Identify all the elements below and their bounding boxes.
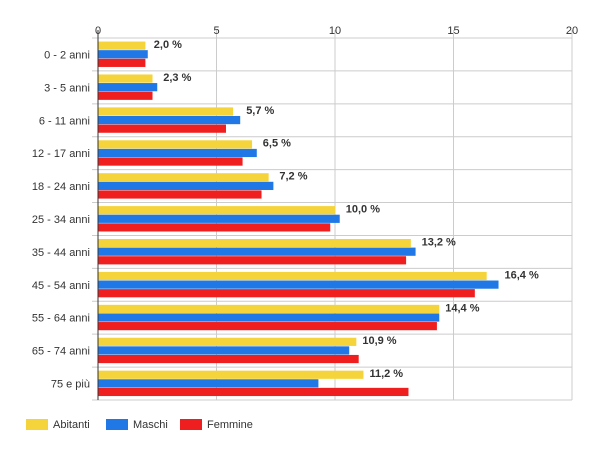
- bar-maschi-2: [98, 115, 241, 125]
- data-label-4: 7,2 %: [279, 171, 307, 183]
- y-category-label-0: 0 - 2 anni: [44, 49, 90, 61]
- data-label-1: 2,3 %: [163, 72, 191, 84]
- x-tick-label-3: 15: [447, 25, 459, 37]
- data-labels: 2,0 % 2,3 % 5,7 % 6,5 % 7,2 % 10,0 % 13,2 % 16,…: [154, 39, 539, 380]
- y-category-label-6: 35 - 44 anni: [32, 247, 90, 259]
- bar-femmine-9: [98, 354, 359, 364]
- data-label-9: 10,9 %: [362, 335, 396, 347]
- bar-femmine-3: [98, 157, 243, 166]
- bar-maschi-8: [98, 313, 440, 322]
- bar-femmine-5: [98, 223, 331, 232]
- bar-abitanti-1: [98, 74, 153, 83]
- bar-maschi-4: [98, 181, 274, 190]
- x-tick-label-2: 10: [329, 25, 341, 37]
- bar-femmine-7: [98, 289, 475, 298]
- bar-abitanti-10: [98, 370, 364, 379]
- bars: [98, 41, 499, 397]
- bar-maschi-10: [98, 379, 319, 388]
- bar-maschi-6: [98, 247, 416, 256]
- bar-femmine-2: [98, 124, 226, 133]
- y-category-label-10: 75 e più: [51, 379, 90, 391]
- y-category-label-9: 65 - 74 anni: [32, 346, 90, 358]
- bar-maschi-5: [98, 214, 340, 223]
- bar-maschi-9: [98, 346, 350, 355]
- bar-abitanti-6: [98, 239, 411, 248]
- grid: [92, 30, 573, 401]
- bar-abitanti-2: [98, 107, 234, 116]
- y-category-label-5: 25 - 34 anni: [32, 214, 90, 226]
- legend-label-abitanti: Abitanti: [53, 419, 90, 431]
- data-label-6: 13,2 %: [422, 236, 456, 248]
- y-category-label-4: 18 - 24 anni: [32, 181, 90, 193]
- x-tick-label-4: 20: [566, 25, 578, 37]
- bar-abitanti-9: [98, 337, 357, 346]
- data-label-3: 6,5 %: [263, 138, 291, 150]
- data-label-8: 14,4 %: [445, 302, 479, 314]
- bar-femmine-1: [98, 91, 153, 100]
- bar-abitanti-4: [98, 173, 269, 182]
- bar-abitanti-3: [98, 140, 253, 149]
- bar-maschi-0: [98, 50, 148, 59]
- bar-femmine-0: [98, 58, 146, 67]
- bar-abitanti-8: [98, 304, 440, 314]
- bar-femmine-8: [98, 322, 437, 331]
- bar-abitanti-7: [98, 271, 487, 281]
- y-category-label-8: 55 - 64 anni: [32, 313, 90, 325]
- bar-abitanti-0: [98, 41, 146, 50]
- x-tick-label-1: 5: [213, 25, 219, 37]
- legend-label-maschi: Maschi: [133, 419, 168, 431]
- bar-maschi-1: [98, 83, 158, 92]
- legend-swatch-maschi: [106, 419, 128, 430]
- bar-femmine-6: [98, 256, 407, 265]
- data-label-0: 2,0 %: [154, 39, 182, 51]
- legend-label-femmine: Femmine: [207, 419, 253, 431]
- legend-swatch-abitanti: [26, 419, 48, 430]
- bar-maschi-3: [98, 148, 257, 158]
- data-label-5: 10,0 %: [346, 204, 380, 216]
- bar-maschi-7: [98, 280, 499, 289]
- data-label-7: 16,4 %: [505, 269, 539, 281]
- data-label-2: 5,7 %: [246, 105, 274, 117]
- y-category-label-1: 3 - 5 anni: [44, 82, 90, 94]
- legend: Abitanti Maschi Femmine: [26, 419, 253, 431]
- legend-swatch-femmine: [180, 419, 202, 430]
- y-category-label-2: 6 - 11 anni: [39, 115, 90, 127]
- y-category-label-7: 45 - 54 anni: [32, 280, 90, 292]
- data-label-10: 11,2 %: [369, 368, 403, 380]
- bar-abitanti-5: [98, 206, 335, 215]
- bar-femmine-4: [98, 190, 262, 199]
- y-category-label-3: 12 - 17 anni: [32, 148, 90, 160]
- bar-femmine-10: [98, 387, 409, 397]
